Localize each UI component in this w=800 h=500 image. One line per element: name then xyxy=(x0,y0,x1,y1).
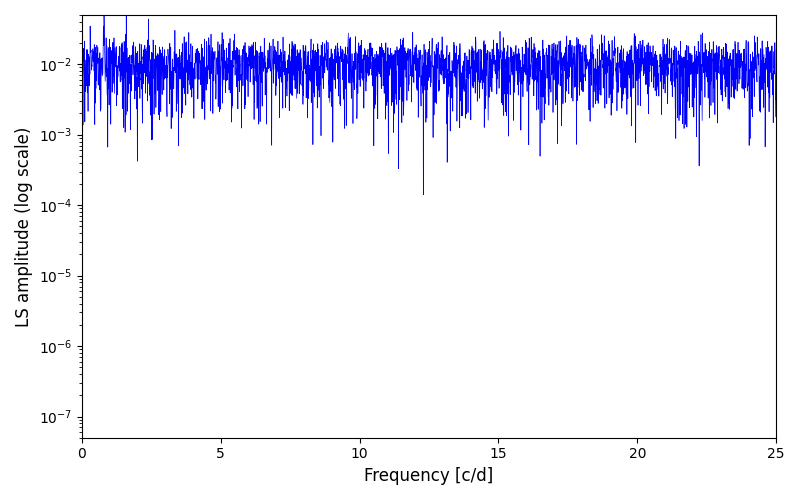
X-axis label: Frequency [c/d]: Frequency [c/d] xyxy=(364,467,494,485)
Y-axis label: LS amplitude (log scale): LS amplitude (log scale) xyxy=(15,126,33,326)
